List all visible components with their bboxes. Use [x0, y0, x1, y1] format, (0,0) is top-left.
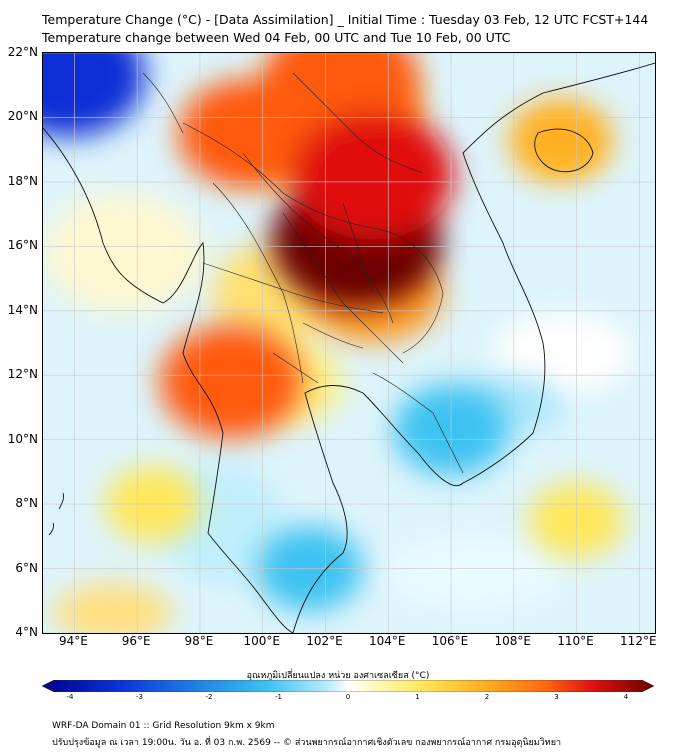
lon-label: 102°E [306, 634, 343, 648]
colorbar-tick: 1 [415, 693, 420, 701]
lat-label: 10°N [7, 431, 38, 446]
graticule [43, 53, 655, 633]
lat-label: 18°N [7, 173, 38, 188]
lon-label: 112°E [620, 634, 657, 648]
anomaly-region [291, 111, 454, 240]
colorbar-tick: 0 [345, 693, 351, 701]
lat-label: 16°N [7, 238, 38, 253]
admin-borders [142, 72, 464, 474]
colorbar-tick: 4 [623, 693, 629, 701]
footer-model-info: WRF-DA Domain 01 :: Grid Resolution 9km … [52, 721, 275, 731]
colorbar-tick: -2 [205, 693, 213, 701]
lat-label: 4°N [15, 625, 38, 639]
footer-credit: ปรับปรุงข้อมูล ณ เวลา 19:00น. วัน อ. ที่… [52, 738, 562, 748]
lat-label: 12°N [7, 367, 38, 382]
colorbar-title: อุณหภูมิเปลี่ยนแปลง หน่วย องศาเซลเซียส (… [246, 671, 430, 681]
lon-label: 108°E [494, 634, 532, 648]
lon-label: 98°E [184, 634, 214, 648]
anomaly-layer [43, 53, 625, 611]
colorbar-tick: 3 [554, 693, 559, 701]
colorbar-tick: 2 [484, 693, 490, 701]
anomaly-region [159, 325, 303, 439]
lon-label: 94°E [58, 634, 88, 648]
colorbar-tick: -1 [275, 693, 282, 701]
lat-label: 22°N [7, 45, 38, 59]
lon-label: 110°E [557, 634, 594, 648]
coastlines [43, 62, 655, 633]
lat-label: 20°N [7, 109, 38, 124]
map-subtitle: Temperature change between Wed 04 Feb, 0… [42, 30, 511, 45]
temperature-change-map [42, 52, 656, 634]
lat-label: 14°N [7, 302, 38, 317]
colorbar [42, 680, 654, 692]
lon-label: 104°E [368, 634, 406, 648]
colorbar-tick: -4 [66, 693, 74, 701]
colorbar-tick: -3 [136, 693, 143, 701]
anomaly-region [43, 53, 146, 137]
map-title: Temperature Change (°C) - [Data Assimila… [42, 12, 649, 27]
lat-label: 8°N [15, 496, 38, 511]
lon-label: 106°E [431, 634, 469, 648]
lon-label: 96°E [121, 634, 151, 648]
lon-label: 100°E [243, 634, 280, 648]
anomaly-region [509, 98, 613, 182]
lat-label: 6°N [15, 560, 38, 575]
